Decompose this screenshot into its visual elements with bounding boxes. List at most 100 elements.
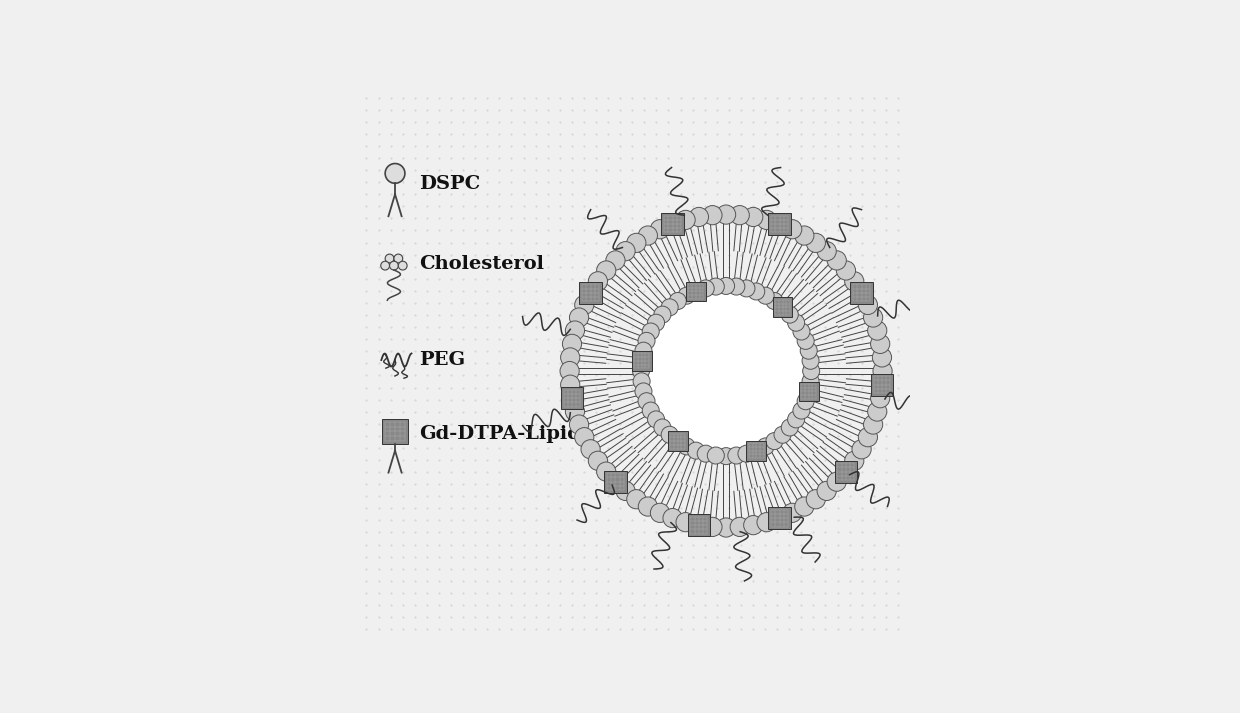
Circle shape [661,299,678,316]
Circle shape [574,295,594,314]
Circle shape [560,348,580,367]
Text: Cholesterol: Cholesterol [419,255,543,273]
Circle shape [616,481,635,501]
Circle shape [596,261,616,280]
Circle shape [639,497,657,516]
Circle shape [661,426,678,443]
Circle shape [781,306,799,323]
Circle shape [678,438,696,455]
FancyBboxPatch shape [382,419,408,444]
Circle shape [873,361,892,381]
Circle shape [827,472,847,491]
Circle shape [645,290,807,452]
Circle shape [744,515,763,535]
FancyBboxPatch shape [668,431,688,451]
FancyBboxPatch shape [661,213,683,235]
Circle shape [386,254,394,263]
Circle shape [787,314,805,332]
Circle shape [817,242,836,261]
Circle shape [632,362,650,379]
Circle shape [730,518,749,536]
Circle shape [802,362,820,379]
Circle shape [616,242,635,261]
Circle shape [626,233,646,252]
Circle shape [844,272,864,291]
Circle shape [781,419,799,436]
FancyBboxPatch shape [688,514,711,536]
Circle shape [852,440,872,459]
Circle shape [647,411,665,428]
Circle shape [730,205,749,225]
Circle shape [650,503,670,523]
FancyBboxPatch shape [769,213,791,235]
Circle shape [717,205,735,224]
Circle shape [676,513,696,532]
FancyBboxPatch shape [769,507,791,529]
Circle shape [560,375,580,394]
Circle shape [707,447,724,464]
Circle shape [748,283,765,300]
FancyBboxPatch shape [560,387,583,409]
Circle shape [569,415,589,434]
Circle shape [797,393,815,410]
Circle shape [868,321,887,340]
Circle shape [787,411,805,428]
Circle shape [642,402,660,419]
FancyBboxPatch shape [835,461,857,483]
Circle shape [756,210,776,230]
Circle shape [718,277,734,294]
Circle shape [717,518,735,537]
Circle shape [678,287,696,304]
Circle shape [398,261,407,270]
Circle shape [766,292,782,309]
Circle shape [806,233,826,252]
Circle shape [635,383,652,400]
FancyBboxPatch shape [579,282,601,304]
Circle shape [639,226,657,245]
Text: Gd-DTPA-Lipid: Gd-DTPA-Lipid [419,425,580,443]
Circle shape [800,342,817,359]
Circle shape [676,210,696,230]
Circle shape [565,321,584,340]
Circle shape [386,163,405,183]
Circle shape [626,490,646,509]
Circle shape [718,448,734,465]
FancyBboxPatch shape [746,441,766,461]
Circle shape [703,518,722,536]
Circle shape [381,261,389,270]
Text: PEG: PEG [419,351,465,369]
FancyBboxPatch shape [799,381,818,401]
FancyBboxPatch shape [870,374,893,396]
Circle shape [670,292,686,309]
FancyBboxPatch shape [773,297,792,317]
Circle shape [697,280,714,297]
Circle shape [744,207,763,227]
Circle shape [792,402,810,419]
Circle shape [738,445,755,462]
Circle shape [687,442,704,459]
Circle shape [606,251,625,270]
Circle shape [394,254,403,263]
Circle shape [774,426,791,443]
Circle shape [870,389,890,408]
Circle shape [574,428,594,447]
Circle shape [802,373,820,390]
Circle shape [653,306,671,323]
Circle shape [588,451,608,471]
Circle shape [758,438,774,455]
Circle shape [738,280,755,297]
Circle shape [647,314,665,332]
Circle shape [560,361,579,381]
Circle shape [858,295,878,314]
Circle shape [766,433,782,450]
Circle shape [802,352,820,369]
Circle shape [817,481,836,501]
FancyBboxPatch shape [851,282,873,304]
Text: DSPC: DSPC [419,175,480,193]
Circle shape [650,220,670,239]
Circle shape [639,393,655,410]
Circle shape [689,207,708,227]
Circle shape [582,440,600,459]
Circle shape [797,332,815,349]
Circle shape [858,428,878,447]
